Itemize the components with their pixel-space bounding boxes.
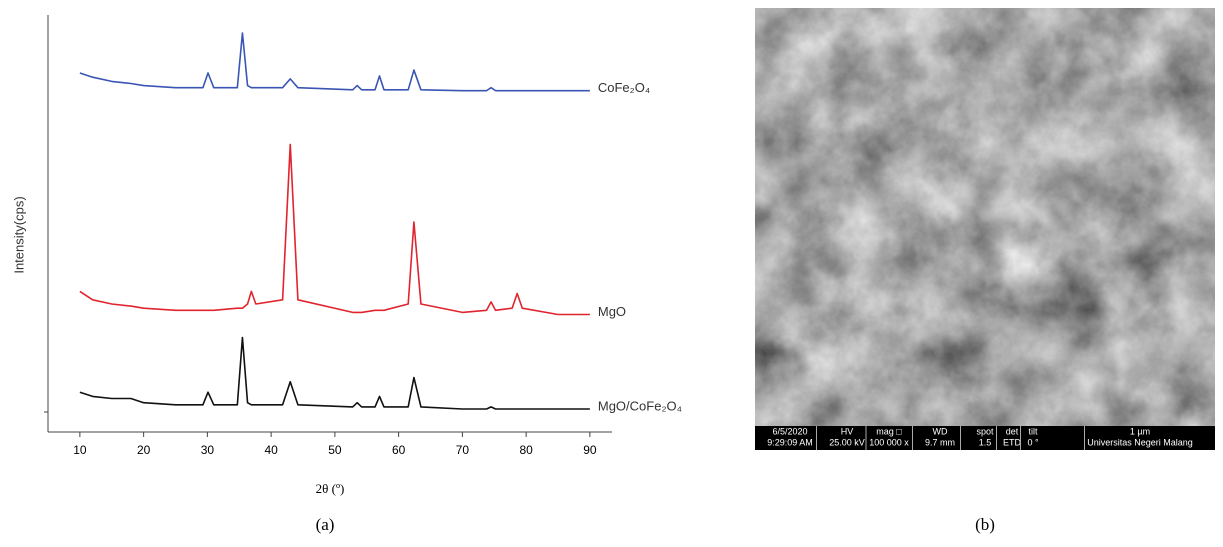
series-line <box>79 32 590 92</box>
sem-info-text: 9.7 mm <box>925 437 955 447</box>
series-line <box>79 143 590 316</box>
sem-info-text: 100 000 x <box>869 437 909 447</box>
x-tick-label: 30 <box>201 443 215 457</box>
sem-info-text: ETD <box>1003 437 1022 447</box>
sem-info-text: HV <box>841 426 854 436</box>
sem-info-text: mag □ <box>876 426 902 436</box>
sem-info-text: 25.00 kV <box>829 437 865 447</box>
sem-info-text: 0 ° <box>1027 437 1039 447</box>
sem-info-text: 9:29:09 AM <box>767 437 813 447</box>
sem-info-text: tilt <box>1029 426 1038 436</box>
series-line <box>79 336 590 410</box>
x-tick-label: 50 <box>328 443 342 457</box>
x-tick-label: 20 <box>137 443 151 457</box>
x-tick-label: 40 <box>264 443 278 457</box>
x-tick-label: 60 <box>392 443 406 457</box>
sem-info-text: WD <box>933 426 948 436</box>
x-tick-label: 90 <box>583 443 597 457</box>
series-label: MgO/CoFe₂O₄ <box>598 398 682 413</box>
x-axis-label: 2θ (º) <box>316 481 345 496</box>
sem-info-text: Universitas Negeri Malang <box>1087 437 1193 447</box>
sem-info-text: 1.5 <box>979 437 992 447</box>
sem-info-text: 1 µm <box>1130 426 1150 436</box>
sem-info-text: spot <box>976 426 994 436</box>
sem-image <box>755 8 1215 426</box>
caption: (a) <box>316 515 335 534</box>
x-tick-label: 70 <box>456 443 470 457</box>
series-label: CoFe₂O₄ <box>598 80 650 95</box>
sem-info-text: 6/5/2020 <box>772 426 807 436</box>
x-tick-label: 10 <box>73 443 87 457</box>
sem-info-text: det <box>1006 426 1019 436</box>
caption: (b) <box>975 515 995 534</box>
y-axis-label: Intensity(cps) <box>11 196 26 273</box>
sem-info-bar <box>755 426 1215 450</box>
series-label: MgO <box>598 304 626 319</box>
x-tick-label: 80 <box>519 443 533 457</box>
